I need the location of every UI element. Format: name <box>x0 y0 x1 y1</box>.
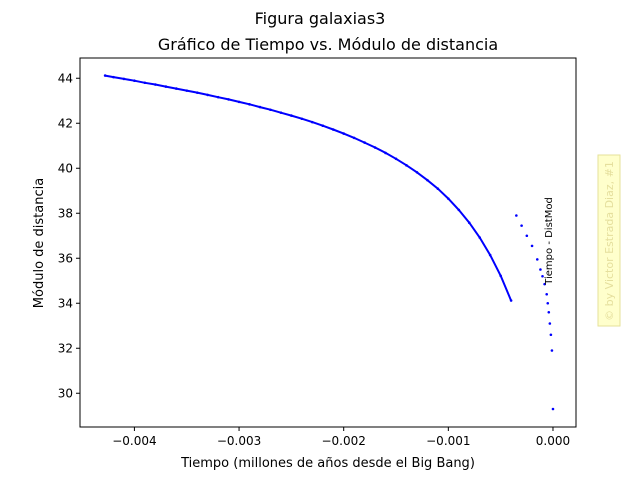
data-point <box>143 81 147 85</box>
scatter-series <box>103 74 555 411</box>
y-axis-ticks: 30 32 34 36 38 40 42 44 <box>58 71 80 400</box>
watermark: © by Victor Estrada Diaz, #1 <box>597 154 621 327</box>
data-point <box>543 282 546 286</box>
y-tick-label: 44 <box>58 71 73 85</box>
data-point <box>541 274 544 278</box>
data-point <box>103 74 107 77</box>
x-axis-label: Tiempo (millones de años desde el Big Ba… <box>180 456 475 471</box>
data-point <box>426 178 429 182</box>
data-point <box>216 95 220 99</box>
data-point <box>185 89 189 92</box>
data-trace <box>104 74 513 301</box>
y-tick-label: 32 <box>58 341 73 355</box>
y-tick-label: 40 <box>58 161 73 175</box>
data-point <box>547 310 551 314</box>
x-tick-label: −0.002 <box>321 434 365 448</box>
data-point <box>174 87 178 90</box>
data-point <box>300 117 304 121</box>
data-point <box>551 407 555 411</box>
data-point <box>488 253 492 257</box>
data-point <box>394 157 398 161</box>
y-tick-label: 34 <box>58 296 73 310</box>
data-point <box>112 75 115 79</box>
data-point <box>436 187 440 191</box>
plot-area <box>79 57 577 428</box>
data-point <box>311 120 314 124</box>
data-point <box>509 299 513 302</box>
data-point <box>384 151 387 155</box>
data-point <box>457 208 461 212</box>
data-point <box>525 234 529 238</box>
data-point <box>227 98 230 101</box>
data-point <box>290 114 293 117</box>
data-point <box>539 268 542 271</box>
x-tick-label: −0.001 <box>426 434 470 448</box>
x-axis-ticks: −0.004 −0.003 −0.002 −0.001 0.000 <box>112 427 570 448</box>
data-point <box>133 79 136 83</box>
data-point <box>515 214 518 217</box>
data-point <box>195 91 199 94</box>
data-point <box>363 141 366 144</box>
data-point <box>279 111 283 114</box>
x-tick-label: −0.004 <box>112 434 156 448</box>
data-point <box>405 164 408 167</box>
data-point <box>520 224 523 227</box>
data-point <box>467 221 471 224</box>
x-tick-label: 0.000 <box>536 434 570 448</box>
data-point <box>550 349 554 352</box>
data-point <box>248 103 251 106</box>
watermark-box <box>597 154 621 327</box>
y-tick-label: 30 <box>58 386 73 400</box>
watermark-text: © by Victor Estrada Diaz, #1 <box>603 161 616 321</box>
data-point <box>164 85 168 88</box>
series-annotation: Tiempo - DistMod <box>544 197 555 286</box>
y-tick-label: 42 <box>58 116 73 130</box>
data-point <box>499 274 502 278</box>
y-axis-label: Módulo de distancia <box>32 178 47 308</box>
data-point <box>373 146 377 149</box>
data-point <box>548 322 552 325</box>
chart-title: Gráfico de Tiempo vs. Módulo de distanci… <box>158 35 498 54</box>
data-point <box>415 171 419 174</box>
data-point <box>546 301 550 305</box>
data-point <box>535 258 539 261</box>
data-point <box>530 244 534 248</box>
y-tick-label: 36 <box>58 251 73 265</box>
y-tick-label: 38 <box>58 206 73 220</box>
data-point <box>206 93 209 97</box>
data-point <box>331 128 335 131</box>
data-point <box>237 100 241 104</box>
data-point <box>478 236 482 239</box>
data-point <box>122 77 126 81</box>
x-tick-label: −0.003 <box>217 434 261 448</box>
data-point <box>342 132 346 135</box>
data-point <box>447 197 450 200</box>
data-point <box>321 124 325 128</box>
data-point <box>258 105 262 109</box>
data-point <box>352 136 356 140</box>
figure-suptitle: Figura galaxias3 <box>255 9 386 28</box>
data-point <box>269 108 272 112</box>
data-point <box>545 292 548 296</box>
data-point <box>154 83 157 86</box>
data-point <box>549 333 553 337</box>
